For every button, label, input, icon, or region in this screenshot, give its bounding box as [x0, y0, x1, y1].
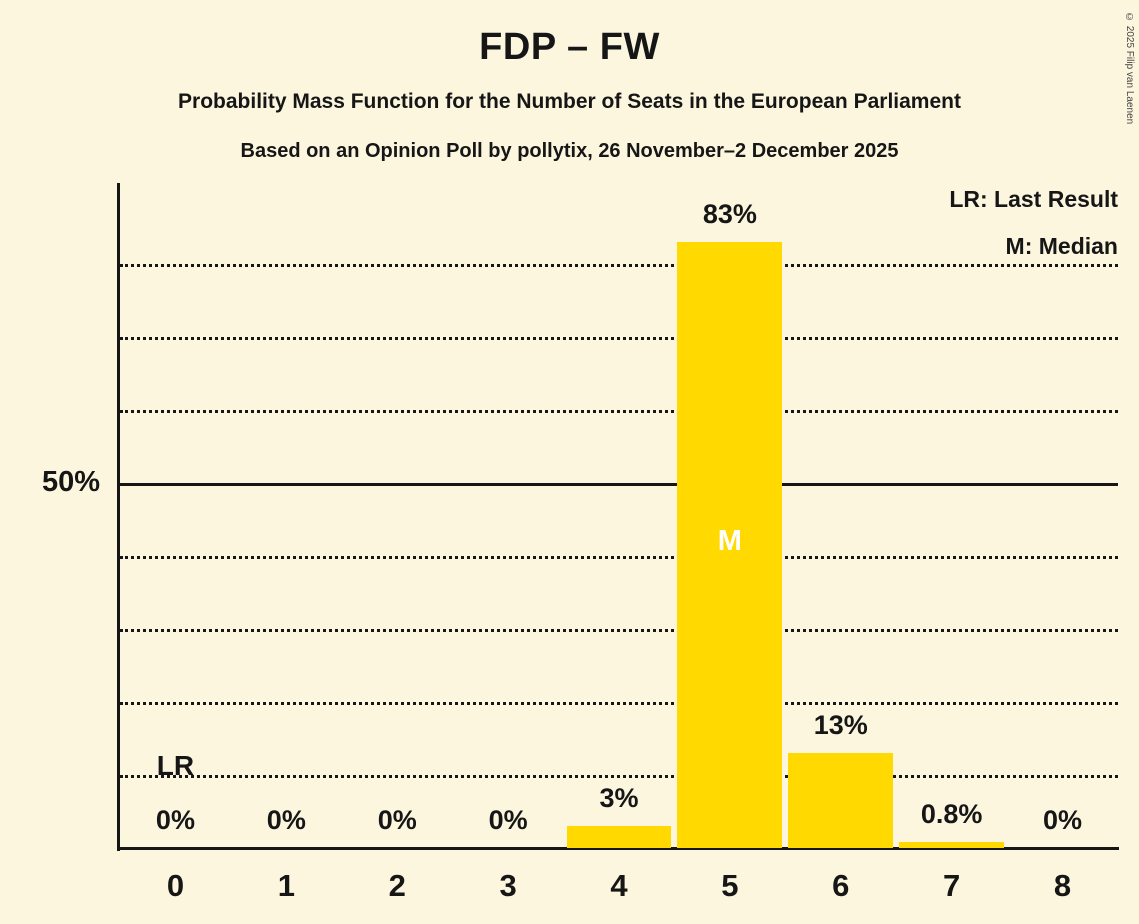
x-tick-label-0: 0 — [166, 868, 185, 903]
x-axis-line — [117, 847, 1119, 850]
bar-value-label-seat-0: 0% — [155, 805, 195, 835]
median-marker: M — [717, 525, 742, 558]
bar-value-label-seat-2: 0% — [377, 805, 417, 835]
gridline-30pct — [120, 629, 1118, 632]
gridline-80pct — [120, 264, 1118, 267]
bar-value-label-seat-4: 3% — [599, 783, 639, 814]
last-result-marker: LR — [156, 750, 195, 781]
bar-value-label-seat-5: 83% — [702, 199, 757, 230]
x-tick-label-7: 7 — [943, 868, 961, 903]
legend-last-result: LR: Last Result — [949, 186, 1118, 212]
gridline-40pct — [120, 556, 1118, 559]
x-tick-label-5: 5 — [721, 868, 739, 903]
x-tick-label-2: 2 — [388, 868, 406, 903]
chart-subtitle-poll: Based on an Opinion Poll by pollytix, 26… — [240, 140, 899, 162]
x-tick-label-6: 6 — [832, 868, 850, 903]
gridline-50pct-solid — [120, 483, 1118, 486]
gridline-20pct — [120, 702, 1118, 705]
y-axis-line — [117, 183, 120, 851]
x-tick-label-1: 1 — [277, 868, 295, 903]
y-axis-label-50pct: 50% — [41, 466, 100, 498]
gridline-70pct — [120, 337, 1118, 340]
bar-seat-7 — [899, 842, 1005, 848]
bar-value-label-seat-7: 0.8% — [920, 799, 983, 830]
legend-median: M: Median — [1005, 233, 1118, 259]
bar-value-label-seat-1: 0% — [266, 805, 306, 835]
x-tick-label-4: 4 — [610, 868, 628, 903]
gridline-10pct — [120, 775, 1118, 778]
bar-value-label-seat-8: 0% — [1043, 805, 1083, 835]
bar-seat-4 — [566, 826, 672, 848]
chart-title: FDP – FW — [479, 26, 660, 68]
bar-seat-6 — [788, 753, 894, 848]
bar-seat-5 — [677, 242, 783, 848]
bar-value-label-seat-6: 13% — [813, 710, 868, 741]
gridline-60pct — [120, 410, 1118, 413]
x-tick-label-3: 3 — [499, 868, 517, 903]
x-tick-label-8: 8 — [1053, 868, 1072, 903]
chart-subtitle: Probability Mass Function for the Number… — [178, 90, 961, 113]
bar-value-label-seat-3: 0% — [488, 805, 528, 835]
copyright-note: © 2025 Filip van Laenen — [1124, 12, 1135, 125]
